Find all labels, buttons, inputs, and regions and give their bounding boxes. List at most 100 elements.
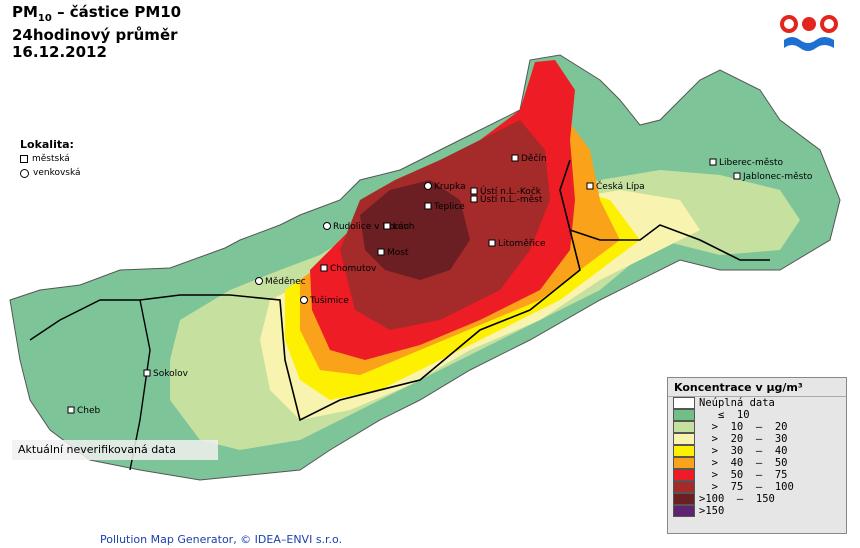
legend-label: > 10 – 20 bbox=[699, 421, 788, 433]
legend-swatch bbox=[673, 505, 695, 517]
concentration-legend: Koncentrace v µg/m³ Neúplná data ≤ 10 > … bbox=[667, 377, 847, 534]
legend-label: Neúplná data bbox=[699, 397, 775, 409]
city-marker: Česká Lípa bbox=[586, 180, 645, 192]
city-marker: Jablonec-město bbox=[733, 172, 813, 182]
location-rural: venkovská bbox=[20, 168, 81, 178]
city-marker: Chomutov bbox=[320, 264, 377, 274]
square-icon bbox=[20, 155, 28, 163]
city-marker: Litoměřice bbox=[488, 239, 546, 249]
city-marker: Ústí n.L.-Kočk bbox=[470, 185, 542, 197]
legend-item: Neúplná data bbox=[668, 397, 846, 409]
legend-label: > 75 – 100 bbox=[699, 481, 794, 493]
city-marker: Liberec-město bbox=[709, 158, 784, 168]
square-marker-icon bbox=[143, 369, 151, 377]
legend-title: Koncentrace v µg/m³ bbox=[668, 378, 846, 397]
location-legend-title: Lokalita: bbox=[20, 138, 74, 151]
circle-marker-icon bbox=[300, 296, 308, 304]
square-marker-icon bbox=[733, 172, 741, 180]
city-label: Litoměřice bbox=[498, 239, 546, 249]
city-marker: Cheb bbox=[67, 406, 101, 416]
square-marker-icon bbox=[488, 239, 496, 247]
map-date: 16.12.2012 bbox=[12, 43, 107, 61]
circle-marker-icon bbox=[424, 182, 432, 190]
legend-label: ≤ 10 bbox=[699, 409, 750, 421]
legend-label: >150 bbox=[699, 505, 725, 517]
city-label: Tušimice bbox=[309, 295, 349, 306]
legend-item: > 40 – 50 bbox=[668, 457, 846, 469]
location-urban: městská bbox=[20, 154, 81, 164]
chmi-logo bbox=[780, 15, 838, 51]
legend-swatch bbox=[673, 481, 695, 493]
square-marker-icon bbox=[470, 195, 478, 203]
city-label: Liberec-město bbox=[719, 158, 784, 168]
legend-item: > 20 – 30 bbox=[668, 433, 846, 445]
city-label: Most bbox=[387, 248, 409, 258]
city-marker: Tušimice bbox=[300, 295, 349, 306]
map-zone-100-150 bbox=[360, 180, 470, 280]
legend-swatch bbox=[673, 493, 695, 505]
legend-label: > 40 – 50 bbox=[699, 457, 788, 469]
city-label: Rudolice v Horách bbox=[333, 222, 414, 232]
city-label: Krupka bbox=[434, 182, 466, 192]
region-border bbox=[229, 159, 770, 422]
city-marker: Lou bbox=[383, 222, 409, 232]
legend-swatch bbox=[673, 469, 695, 481]
legend-item: >150 bbox=[668, 505, 846, 517]
legend-swatch bbox=[673, 433, 695, 445]
square-marker-icon bbox=[377, 248, 385, 256]
legend-item: > 30 – 40 bbox=[668, 445, 846, 457]
circle-icon bbox=[20, 168, 29, 178]
city-label: Děčín bbox=[521, 153, 547, 164]
square-marker-icon bbox=[67, 406, 75, 414]
legend-swatch bbox=[673, 397, 695, 409]
map-title: PM10 – částice PM10 bbox=[12, 3, 182, 25]
legend-swatch bbox=[673, 421, 695, 433]
square-marker-icon bbox=[511, 154, 519, 162]
unverified-data-note: Aktuální neverifikovaná data bbox=[12, 440, 218, 460]
city-label: Ústí n.L.-Kočk bbox=[480, 185, 542, 197]
city-label: Lou bbox=[393, 222, 409, 232]
city-label: Sokolov bbox=[153, 369, 189, 379]
legend-label: > 50 – 75 bbox=[699, 469, 788, 481]
square-marker-icon bbox=[709, 158, 717, 166]
city-label: Chomutov bbox=[330, 264, 377, 274]
square-marker-icon bbox=[470, 187, 478, 195]
city-marker: Sokolov bbox=[143, 369, 189, 379]
city-label: Ústí n.L.-měst bbox=[480, 193, 543, 205]
legend-swatch bbox=[673, 445, 695, 457]
square-marker-icon bbox=[586, 182, 594, 190]
legend-label: >100 – 150 bbox=[699, 493, 775, 505]
city-marker: Krupka bbox=[424, 182, 466, 192]
legend-label: > 20 – 30 bbox=[699, 433, 788, 445]
city-label: Teplice bbox=[433, 202, 465, 212]
city-marker: Rudolice v Horách bbox=[323, 222, 414, 232]
square-marker-icon bbox=[424, 202, 432, 210]
legend-item: > 10 – 20 bbox=[668, 421, 846, 433]
city-label: Cheb bbox=[77, 406, 101, 416]
city-label: Měděnec bbox=[265, 277, 306, 287]
map-subtitle: 24hodinový průměr bbox=[12, 26, 178, 44]
legend-item: >100 – 150 bbox=[668, 493, 846, 505]
legend-swatch bbox=[673, 457, 695, 469]
circle-marker-icon bbox=[255, 277, 263, 285]
city-marker: Most bbox=[377, 248, 409, 258]
footer-credit: Pollution Map Generator, © IDEA–ENVI s.r… bbox=[100, 533, 343, 546]
square-marker-icon bbox=[383, 222, 391, 230]
city-label: Jablonec-město bbox=[742, 172, 813, 182]
legend-item: > 75 – 100 bbox=[668, 481, 846, 493]
city-marker: Měděnec bbox=[255, 277, 306, 287]
legend-item: > 50 – 75 bbox=[668, 469, 846, 481]
legend-label: > 30 – 40 bbox=[699, 445, 788, 457]
map-title-block: PM10 – částice PM10 24hodinový průměr 16… bbox=[12, 4, 181, 61]
square-marker-icon bbox=[320, 264, 328, 272]
city-label: Česká Lípa bbox=[596, 180, 645, 192]
legend-item: ≤ 10 bbox=[668, 409, 846, 421]
city-marker: Teplice bbox=[424, 202, 465, 212]
city-marker: Ústí n.L.-měst bbox=[470, 193, 543, 205]
location-legend: Lokalita: městská venkovská bbox=[20, 138, 81, 182]
circle-marker-icon bbox=[323, 222, 331, 230]
legend-swatch bbox=[673, 409, 695, 421]
city-marker: Děčín bbox=[511, 153, 547, 164]
